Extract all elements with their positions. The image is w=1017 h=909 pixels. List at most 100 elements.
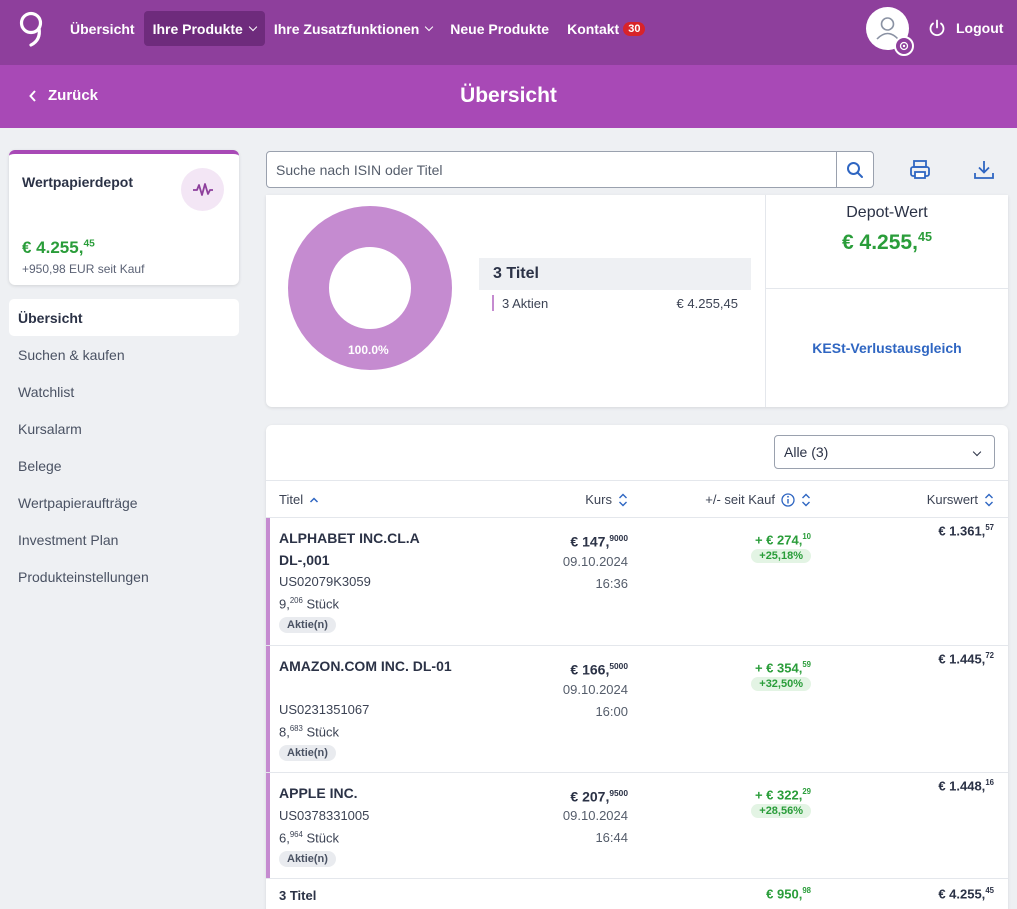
sidebar-item-uebersicht[interactable]: Übersicht (9, 299, 239, 336)
depot-card[interactable]: Wertpapierdepot € 4.255,45 +950,98 EUR s… (9, 150, 239, 285)
gain-value: + € 274,10 (754, 532, 811, 548)
notification-badge: 30 (623, 21, 646, 36)
filter-value: Alle (3) (784, 444, 829, 460)
info-icon[interactable] (781, 492, 795, 507)
nav-neue-produkte[interactable]: Neue Produkte (441, 11, 558, 46)
holdings-table: Alle (3) Titel Kurs +/- seit Kauf Kurswe… (266, 425, 1008, 909)
page-title: Übersicht (460, 84, 557, 107)
side-menu: Übersicht Suchen & kaufen Watchlist Kurs… (9, 299, 239, 595)
column-label: Titel (279, 492, 304, 507)
column-header-kurs[interactable]: Kurs (585, 492, 628, 507)
row-accent-bar (266, 646, 270, 772)
column-header-titel[interactable]: Titel (279, 492, 319, 507)
price-time: 16:00 (595, 704, 628, 719)
nav-label: Neue Produkte (450, 20, 550, 37)
footer-gain-total: € 950,98 (766, 886, 811, 902)
sidebar-item-investment-plan[interactable]: Investment Plan (18, 531, 119, 548)
logout-button[interactable]: Logout (928, 19, 1003, 37)
asset-type-badge: Aktie(n) (279, 617, 336, 633)
titles-count: 3 Titel (479, 258, 751, 290)
table-row[interactable]: ALPHABET INC.CL.A DL-,001 US02079K3059 9… (266, 518, 1008, 646)
search-box (266, 151, 874, 188)
breakdown-amount: € 4.255,45 (676, 295, 738, 311)
nav-kontakt[interactable]: Kontakt 30 (558, 11, 654, 46)
sidebar-item-kursalarm[interactable]: Kursalarm (18, 420, 82, 437)
security-name[interactable]: AMAZON.COM INC. DL-01 (279, 658, 452, 674)
chevron-down-icon (425, 22, 434, 32)
nav-label: Übersicht (70, 20, 135, 37)
breakdown-label: 3 Aktien (502, 295, 549, 311)
donut-percent-label: 100.0% (348, 343, 389, 357)
legend-color-bar (492, 295, 494, 311)
nav-uebersicht[interactable]: Übersicht (61, 11, 144, 46)
column-label: Kurswert (926, 492, 978, 507)
nav-label: Ihre Zusatzfunktionen (273, 20, 420, 37)
market-value: € 1.361,57 (938, 523, 994, 539)
sub-header: Zurück Übersicht (0, 65, 1017, 128)
gain-value: + € 322,29 (754, 787, 811, 803)
titles-breakdown: 3 Titel 3 Aktien € 4.255,45 (479, 258, 751, 316)
sidebar-item-watchlist[interactable]: Watchlist (18, 383, 75, 400)
titles-breakdown-row[interactable]: 3 Aktien € 4.255,45 (479, 290, 751, 316)
security-isin: US0378331005 (279, 808, 370, 823)
nav-ihre-produkte[interactable]: Ihre Produkte (143, 11, 265, 46)
nav-label: Ihre Produkte (152, 20, 243, 37)
logo-icon[interactable] (18, 10, 46, 50)
security-name[interactable]: APPLE INC. (279, 785, 358, 801)
activity-pulse-icon (181, 168, 224, 211)
column-header-gain[interactable]: +/- seit Kauf (705, 492, 811, 507)
gain-percent-badge: +28,56% (751, 804, 811, 818)
security-name[interactable]: ALPHABET INC.CL.A DL-,001 (279, 530, 420, 568)
sidebar-item-belege[interactable]: Belege (18, 457, 62, 474)
asset-type-badge: Aktie(n) (279, 745, 336, 761)
depot-card-value: € 4.255,45 (22, 238, 95, 257)
table-footer: 3 Titel € 950,98 € 4.255,45 (266, 880, 1008, 909)
sort-ascending-icon (310, 496, 319, 503)
security-isin: US02079K3059 (279, 574, 371, 589)
chevron-down-icon (248, 22, 258, 32)
column-label: +/- seit Kauf (705, 492, 775, 507)
back-button[interactable]: Zurück (28, 87, 98, 104)
gain-percent-badge: +32,50% (751, 677, 811, 691)
nav-zusatzfunktionen[interactable]: Ihre Zusatzfunktionen (265, 11, 441, 46)
price-date: 09.10.2024 (562, 682, 628, 697)
divider (766, 288, 1008, 289)
donut-slice-aktien[interactable] (288, 206, 452, 370)
gain-percent-badge: +25,18% (751, 549, 811, 563)
sort-icon (802, 493, 810, 506)
table-row[interactable]: APPLE INC. US0378331005 6,964 Stück Akti… (266, 773, 1008, 879)
chevron-left-icon (29, 89, 36, 102)
price-time: 16:44 (595, 830, 628, 845)
search-input[interactable] (267, 152, 836, 187)
depot-wert-value: € 4.255,45 (842, 230, 932, 254)
sidebar-item-wertpapierauftraege[interactable]: Wertpapieraufträge (18, 494, 138, 511)
divider (765, 195, 766, 407)
sidebar-item-produkteinstellungen[interactable]: Produkteinstellungen (18, 568, 149, 585)
column-header-kurswert[interactable]: Kurswert (927, 492, 994, 507)
sort-icon (619, 493, 627, 506)
kest-verlustausgleich-link[interactable]: KESt-Verlustausgleich (812, 340, 962, 356)
print-icon[interactable] (908, 158, 932, 182)
depot-wert-label: Depot-Wert (846, 204, 928, 221)
security-quantity: 9,206 Stück (279, 596, 339, 612)
allocation-donut-chart (288, 206, 452, 370)
price-time: 16:36 (595, 576, 628, 591)
sidebar-item-suchen-kaufen[interactable]: Suchen & kaufen (18, 346, 125, 363)
filter-select[interactable]: Alle (3) (774, 435, 995, 469)
row-accent-bar (266, 773, 270, 878)
table-row[interactable]: AMAZON.COM INC. DL-01 US0231351067 8,683… (266, 646, 1008, 773)
market-value: € 1.448,16 (938, 778, 994, 794)
download-icon[interactable] (972, 158, 996, 182)
depot-card-title: Wertpapierdepot (22, 174, 133, 190)
depot-card-change: +950,98 EUR seit Kauf (22, 262, 145, 276)
user-icon (876, 17, 899, 40)
gain-value: + € 354,59 (754, 660, 811, 676)
footer-kurswert-total: € 4.255,45 (938, 886, 994, 902)
logout-label: Logout (956, 20, 1004, 36)
settings-badge-icon[interactable] (894, 36, 914, 56)
top-navigation: Übersicht Ihre Produkte Ihre Zusatzfunkt… (0, 0, 1017, 65)
search-button[interactable] (836, 152, 873, 187)
column-label: Kurs (585, 492, 612, 507)
market-value: € 1.445,72 (938, 651, 994, 667)
chevron-down-icon (972, 447, 982, 457)
